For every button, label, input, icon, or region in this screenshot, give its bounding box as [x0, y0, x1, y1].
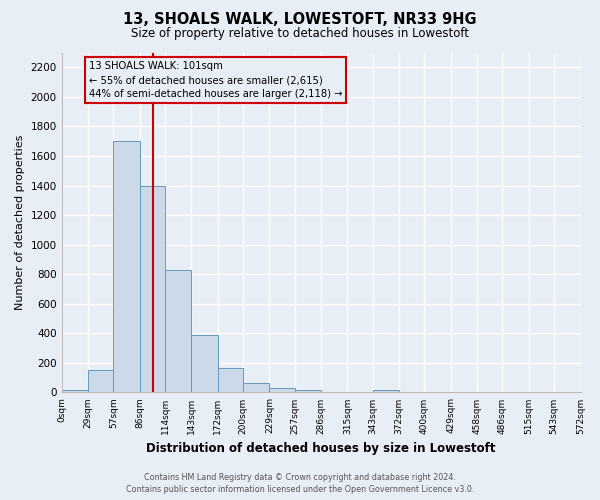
Bar — [269, 388, 295, 392]
Bar — [88, 370, 113, 392]
Bar — [191, 335, 218, 392]
Y-axis label: Number of detached properties: Number of detached properties — [15, 135, 25, 310]
Bar — [62, 390, 88, 392]
Text: Size of property relative to detached houses in Lowestoft: Size of property relative to detached ho… — [131, 28, 469, 40]
Bar — [243, 383, 269, 392]
Text: 13 SHOALS WALK: 101sqm
← 55% of detached houses are smaller (2,615)
44% of semi-: 13 SHOALS WALK: 101sqm ← 55% of detached… — [89, 62, 343, 100]
X-axis label: Distribution of detached houses by size in Lowestoft: Distribution of detached houses by size … — [146, 442, 496, 455]
Text: Contains HM Land Registry data © Crown copyright and database right 2024.
Contai: Contains HM Land Registry data © Crown c… — [126, 472, 474, 494]
Text: 13, SHOALS WALK, LOWESTOFT, NR33 9HG: 13, SHOALS WALK, LOWESTOFT, NR33 9HG — [123, 12, 477, 28]
Bar — [295, 390, 321, 392]
Bar — [218, 368, 243, 392]
Bar — [140, 186, 165, 392]
Bar — [165, 270, 191, 392]
Bar — [373, 390, 399, 392]
Bar — [113, 141, 140, 393]
